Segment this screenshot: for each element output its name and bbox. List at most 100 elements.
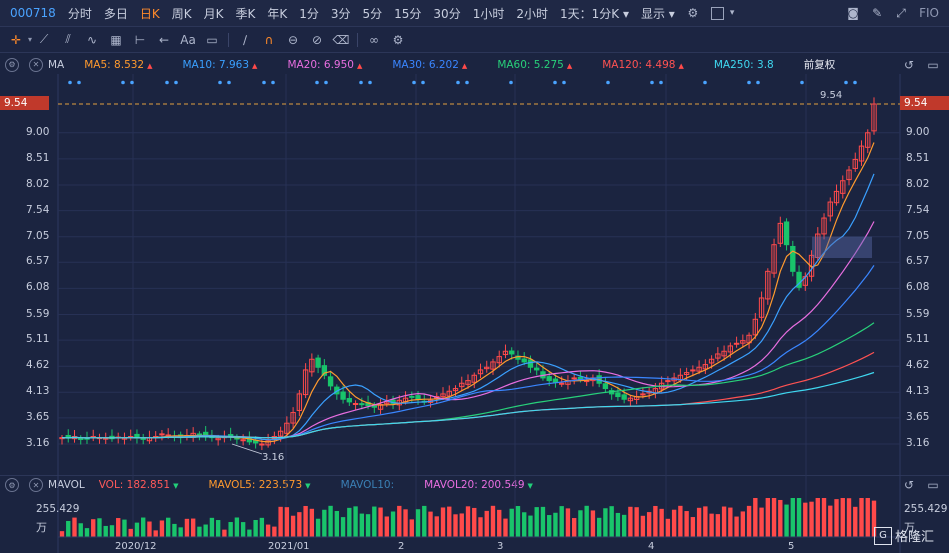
legend-value: MA250: 3.8	[713, 58, 774, 71]
text-tool[interactable]: Aa	[180, 32, 196, 47]
candle-body	[477, 369, 484, 375]
legend-item: MAVOL20: 200.549 ▼	[424, 479, 533, 491]
period-tab[interactable]: 5分	[362, 6, 383, 21]
price-tick: 3.16	[26, 437, 50, 449]
candle-body	[871, 103, 877, 132]
close-icon[interactable]: ✕	[29, 57, 43, 72]
event-marker	[271, 80, 275, 85]
chevron-down-icon[interactable]: ▾	[28, 35, 33, 44]
settings-icon[interactable]: ⚙	[392, 32, 404, 47]
event-marker	[456, 80, 460, 85]
volume-bar	[247, 529, 252, 537]
current-price-tag: 9.54	[0, 96, 49, 110]
channel-tool-icon[interactable]: ⫽	[65, 32, 71, 46]
period-tab[interactable]: 季K	[235, 6, 256, 21]
candle-body	[384, 401, 390, 405]
period-tab[interactable]: 3分	[330, 6, 351, 21]
legend-value: MAVOL20: 200.549	[424, 479, 525, 491]
settings-icon[interactable]: ⚙	[5, 57, 19, 72]
candle-body	[509, 350, 515, 355]
chevron-down-icon[interactable]: ▾	[729, 8, 735, 18]
legend-value: MA5: 8.532	[84, 58, 145, 71]
close-icon[interactable]: ✕	[29, 478, 43, 492]
volume-bar	[640, 515, 646, 537]
volume-bar	[759, 507, 764, 537]
period-tab[interactable]: 日K	[139, 6, 160, 21]
candle-body	[846, 169, 852, 181]
period-tab[interactable]: 月K	[203, 6, 224, 21]
event-marker	[218, 80, 222, 85]
candle-body	[827, 201, 833, 217]
stock-code[interactable]: 000718	[10, 6, 56, 20]
candle-body	[758, 297, 765, 318]
time-tick: 2020/12	[115, 541, 157, 552]
candle-body	[284, 422, 290, 434]
volume-bar	[141, 517, 146, 537]
reset-icon[interactable]: ↺	[903, 57, 915, 72]
price-tick: 7.54	[906, 203, 930, 216]
ma5-line	[61, 142, 875, 443]
settings-icon[interactable]: ⚙	[687, 6, 699, 20]
price-tick: 8.02	[906, 178, 930, 190]
volume-bar	[159, 520, 165, 537]
event-marker	[324, 80, 328, 85]
legend-value: MA10: 7.963	[182, 58, 250, 71]
measure-tool-icon[interactable]: ⊢	[134, 32, 146, 47]
volume-bar	[690, 517, 696, 537]
candle-body	[852, 158, 858, 169]
candle-body	[446, 390, 452, 397]
period-tab[interactable]: 周K	[171, 6, 192, 21]
volume-bar	[328, 505, 333, 537]
camera-icon[interactable]: ◙	[847, 6, 859, 20]
period-tab[interactable]: 30分	[433, 6, 461, 21]
volume-bar	[659, 508, 664, 537]
volume-bar	[222, 529, 227, 537]
volume-bar	[72, 517, 77, 537]
volume-bar	[703, 506, 708, 537]
minimize-icon[interactable]: ▭	[927, 478, 939, 492]
minimize-icon[interactable]: ▭	[927, 57, 939, 72]
candle-body	[552, 378, 559, 383]
edit-icon[interactable]: ✎	[872, 6, 883, 20]
settings-icon[interactable]: ⚙	[5, 478, 19, 492]
ma30-line	[61, 265, 875, 439]
volume-bar	[297, 512, 302, 537]
arrow-tool-icon[interactable]: ←	[158, 32, 170, 47]
checkbox-icon[interactable]	[710, 6, 724, 20]
period-tab[interactable]: 15分	[394, 6, 422, 21]
period-tab[interactable]: 2小时	[516, 6, 548, 21]
pen-icon[interactable]: ∕	[242, 32, 248, 47]
fio-button[interactable]: FIO	[919, 6, 939, 20]
link-icon[interactable]: ∞	[369, 32, 380, 47]
candle-body	[321, 365, 328, 376]
adjust-mode[interactable]: 前复权	[803, 59, 836, 71]
line-tool-icon[interactable]: ⟋	[39, 32, 49, 46]
hide-icon[interactable]: ⊘	[311, 32, 323, 47]
lock-icon[interactable]: ⊖	[287, 32, 299, 47]
volume-bar	[228, 522, 233, 537]
trash-icon[interactable]: ⌫	[332, 32, 350, 47]
fullscreen-icon[interactable]: ⤢	[896, 5, 906, 20]
reset-icon[interactable]: ↺	[903, 478, 915, 492]
grid-tool-icon[interactable]: ▦	[110, 32, 122, 47]
price-tick: 4.62	[906, 359, 930, 372]
comment-icon[interactable]: ▭	[206, 32, 218, 47]
volume-bar	[540, 506, 546, 537]
volume-bar	[66, 520, 71, 537]
candle-body	[302, 369, 309, 396]
period-tab[interactable]: 1分	[299, 6, 319, 21]
magnet-icon[interactable]: ∩	[264, 32, 274, 47]
legend-item: MA120: 4.498 ▲	[602, 59, 684, 71]
crosshair-icon[interactable]: ✛	[10, 32, 22, 47]
interval-select[interactable]: 1天：1分K ▾	[554, 5, 635, 22]
period-tab[interactable]: 分时	[67, 6, 92, 21]
period-tab[interactable]: 1小时	[472, 6, 505, 21]
period-tab[interactable]: 年K	[267, 6, 288, 21]
period-tab[interactable]: 多日	[103, 6, 128, 21]
wave-tool-icon[interactable]: ∿	[86, 32, 98, 47]
volume-bar	[422, 505, 427, 537]
volume-bar	[365, 514, 371, 537]
price-tick: 7.54	[26, 203, 50, 216]
price-chart[interactable]: 9.54 3.16	[0, 74, 949, 553]
display-select[interactable]: 显示 ▾	[635, 5, 681, 22]
